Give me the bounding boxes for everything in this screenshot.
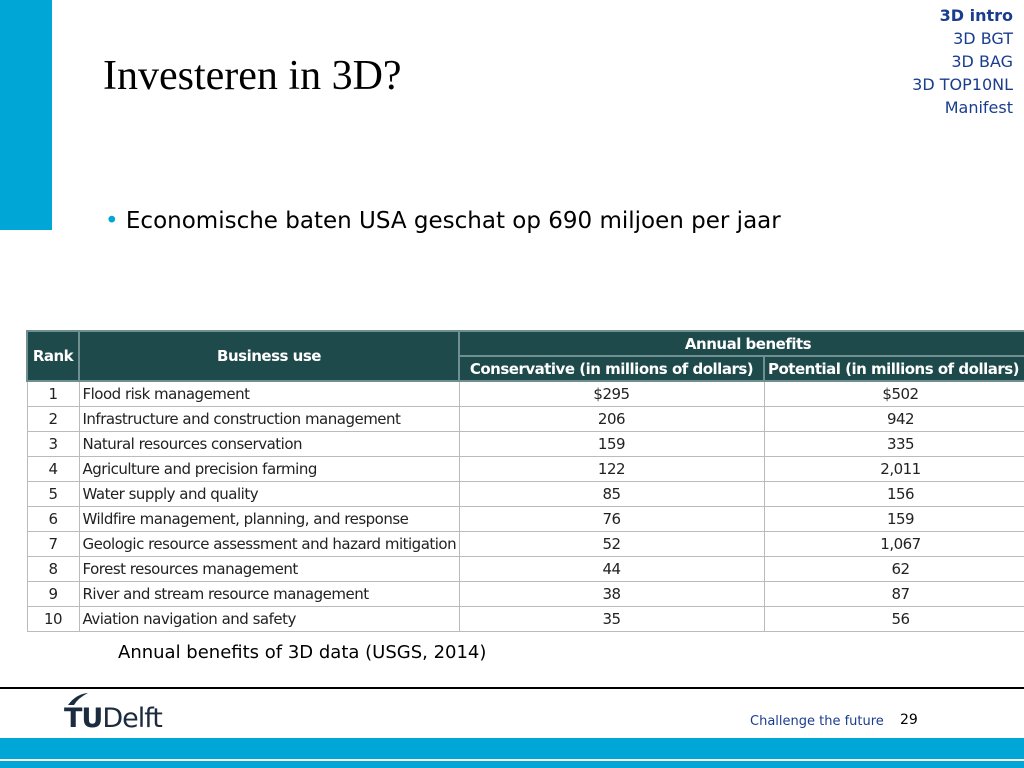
cell: Flood risk management <box>78 380 460 407</box>
cell: 159 <box>458 431 765 457</box>
cell: Aviation navigation and safety <box>78 606 460 632</box>
cell: 10 <box>26 606 80 632</box>
cell: Natural resources conservation <box>78 431 460 457</box>
cell: 76 <box>458 506 765 532</box>
table-row: 5 Water supply and quality 85 156 <box>26 481 1024 507</box>
header: Business use <box>78 330 460 382</box>
cell: Forest resources management <box>78 556 460 582</box>
footer-line <box>0 759 1024 761</box>
cell: 9 <box>26 581 80 607</box>
nav-item: 3D TOP10NL <box>912 75 1013 94</box>
cell: 35 <box>458 606 765 632</box>
cell: 62 <box>763 556 1024 582</box>
caption: Annual benefits of 3D data (USGS, 2014) <box>118 642 487 663</box>
nav-item: 3D BGT <box>953 29 1013 48</box>
nav-item: 3D intro <box>939 6 1013 25</box>
cell: 56 <box>763 606 1024 632</box>
nav-item: 3D BAG <box>951 52 1013 71</box>
cell: 85 <box>458 481 765 507</box>
benefits-table: Rank Business use Annual benefits Conserva… <box>26 330 1024 632</box>
cell: 942 <box>763 406 1024 432</box>
footer-bar <box>0 738 1024 768</box>
bullet-text: Economische baten USA geschat op 690 mil… <box>125 208 781 234</box>
cell: 156 <box>763 481 1024 507</box>
header: Potential (in millions of dollars) <box>762 355 1024 382</box>
cell: 6 <box>26 506 80 532</box>
cell: 3 <box>26 431 80 457</box>
logo-tu: TU <box>64 703 103 734</box>
table-row: 3 Natural resources conservation 159 335 <box>26 431 1024 457</box>
page-number: 29 <box>900 712 918 728</box>
header: Rank <box>26 330 80 382</box>
table-row: 2 Infrastructure and construction managem… <box>26 406 1024 432</box>
cell: 122 <box>458 456 765 482</box>
cell: $502 <box>763 380 1024 407</box>
table-row: 1 Flood risk management $295 $502 <box>26 380 1024 407</box>
cell: 206 <box>458 406 765 432</box>
accent-bar <box>0 0 52 230</box>
header: Conservative (in millions of dollars) <box>458 355 765 382</box>
cell: 1 <box>26 380 80 407</box>
cell: Water supply and quality <box>78 481 460 507</box>
nav: 3D intro 3D BGT 3D BAG 3D TOP10NL Manifest <box>912 4 1013 119</box>
title: Investeren in 3D? <box>103 53 402 99</box>
cell: 44 <box>458 556 765 582</box>
cell: 8 <box>26 556 80 582</box>
table-row: 6 Wildfire management, planning, and resp… <box>26 506 1024 532</box>
divider <box>0 687 1024 689</box>
table-row: 10 Aviation navigation and safety 35 56 <box>26 606 1024 632</box>
cell: 52 <box>458 531 765 557</box>
cell: Agriculture and precision farming <box>78 456 460 482</box>
table-row: 8 Forest resources management 44 62 <box>26 556 1024 582</box>
cell: 1,067 <box>763 531 1024 557</box>
logo: TUDelft <box>64 703 163 734</box>
cell: 7 <box>26 531 80 557</box>
cell: 38 <box>458 581 765 607</box>
table-row: 4 Agriculture and precision farming 122 2,0… <box>26 456 1024 482</box>
cell: 4 <box>26 456 80 482</box>
cell: 2,011 <box>763 456 1024 482</box>
cell: 2 <box>26 406 80 432</box>
nav-item: Manifest <box>944 98 1013 117</box>
table-row: 7 Geologic resource assessment and hazard… <box>26 531 1024 557</box>
cell: 87 <box>763 581 1024 607</box>
cell: 5 <box>26 481 80 507</box>
table-row: 9 River and stream resource management 38 8… <box>26 581 1024 607</box>
cell: Geologic resource assessment and hazard … <box>78 531 460 557</box>
logo-delft: Delft <box>102 703 163 734</box>
cell: 335 <box>763 431 1024 457</box>
cell: River and stream resource management <box>78 581 460 607</box>
cell: $295 <box>458 380 765 407</box>
tagline: Challenge the future <box>750 714 884 729</box>
bullet: • Economische baten USA geschat op 690 m… <box>105 208 781 234</box>
logo-flame <box>68 693 88 705</box>
cell: 159 <box>763 506 1024 532</box>
cell: Wildfire management, planning, and respo… <box>78 506 460 532</box>
header: Annual benefits <box>457 330 1024 357</box>
cell: Infrastructure and construction manageme… <box>78 406 460 432</box>
